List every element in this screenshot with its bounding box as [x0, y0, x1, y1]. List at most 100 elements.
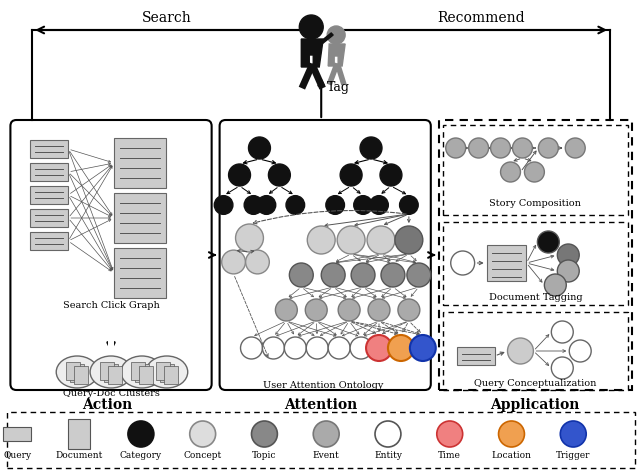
- Circle shape: [268, 164, 291, 186]
- Circle shape: [565, 138, 585, 158]
- Circle shape: [407, 263, 431, 287]
- Bar: [66, 362, 80, 380]
- Circle shape: [305, 299, 327, 321]
- Text: Recommend: Recommend: [436, 11, 524, 25]
- Circle shape: [360, 137, 382, 159]
- Circle shape: [350, 337, 372, 359]
- Circle shape: [538, 231, 559, 253]
- Circle shape: [221, 250, 245, 274]
- Bar: [164, 366, 178, 384]
- Circle shape: [551, 357, 573, 379]
- Text: Document Tagging: Document Tagging: [488, 294, 582, 303]
- Circle shape: [513, 138, 532, 158]
- Text: Search Click Graph: Search Click Graph: [63, 301, 159, 310]
- Text: Entity: Entity: [374, 450, 402, 460]
- Circle shape: [557, 260, 579, 282]
- Circle shape: [246, 250, 269, 274]
- Polygon shape: [301, 39, 323, 67]
- Circle shape: [228, 164, 250, 186]
- Circle shape: [557, 244, 579, 266]
- Circle shape: [354, 196, 372, 214]
- Bar: [108, 366, 122, 384]
- Circle shape: [337, 226, 365, 254]
- Text: Tag: Tag: [326, 82, 349, 94]
- Polygon shape: [328, 44, 345, 66]
- Bar: [443, 312, 628, 390]
- Bar: [104, 364, 118, 382]
- Text: Event: Event: [313, 450, 340, 460]
- Circle shape: [399, 196, 418, 214]
- Text: User Attention Ontology: User Attention Ontology: [263, 380, 383, 389]
- Circle shape: [491, 138, 511, 158]
- Circle shape: [286, 196, 305, 214]
- Bar: [70, 364, 84, 382]
- Bar: [443, 125, 628, 215]
- Text: Query Conceptualization: Query Conceptualization: [474, 379, 596, 388]
- Circle shape: [262, 337, 284, 359]
- Circle shape: [284, 337, 307, 359]
- Circle shape: [244, 196, 263, 214]
- Text: Topic: Topic: [252, 450, 276, 460]
- Circle shape: [338, 299, 360, 321]
- Circle shape: [257, 196, 276, 214]
- Circle shape: [367, 226, 395, 254]
- Circle shape: [289, 263, 313, 287]
- Circle shape: [388, 335, 414, 361]
- Bar: [131, 362, 145, 380]
- Ellipse shape: [121, 356, 163, 388]
- Bar: [114, 193, 166, 243]
- Bar: [135, 364, 149, 382]
- Bar: [74, 366, 88, 384]
- Circle shape: [300, 15, 323, 39]
- Text: Location: Location: [492, 450, 531, 460]
- Bar: [457, 347, 495, 365]
- Circle shape: [327, 26, 345, 44]
- Circle shape: [398, 299, 420, 321]
- Bar: [30, 209, 68, 227]
- Text: Search: Search: [142, 11, 192, 25]
- Ellipse shape: [146, 356, 188, 388]
- Bar: [3, 427, 31, 441]
- Circle shape: [380, 164, 402, 186]
- Polygon shape: [321, 33, 333, 43]
- Circle shape: [275, 299, 298, 321]
- Circle shape: [500, 162, 520, 182]
- Circle shape: [307, 226, 335, 254]
- Circle shape: [189, 421, 216, 447]
- Text: Story Composition: Story Composition: [490, 199, 581, 208]
- Bar: [443, 222, 628, 305]
- Bar: [30, 186, 68, 204]
- Circle shape: [366, 335, 392, 361]
- Circle shape: [307, 337, 328, 359]
- Bar: [68, 419, 90, 449]
- Circle shape: [551, 321, 573, 343]
- Circle shape: [545, 274, 566, 296]
- Circle shape: [313, 421, 339, 447]
- Circle shape: [381, 263, 405, 287]
- Text: Trigger: Trigger: [556, 450, 591, 460]
- Text: Category: Category: [120, 450, 162, 460]
- Circle shape: [370, 196, 388, 214]
- Circle shape: [499, 421, 524, 447]
- Circle shape: [508, 338, 533, 364]
- Circle shape: [236, 224, 264, 252]
- Bar: [139, 366, 153, 384]
- Circle shape: [538, 138, 558, 158]
- Bar: [114, 248, 166, 298]
- Bar: [156, 362, 170, 380]
- Bar: [439, 120, 632, 390]
- Text: Action: Action: [83, 398, 132, 412]
- Circle shape: [128, 421, 154, 447]
- Text: Concept: Concept: [184, 450, 222, 460]
- Circle shape: [560, 421, 586, 447]
- Bar: [30, 163, 68, 181]
- Circle shape: [252, 421, 277, 447]
- Ellipse shape: [56, 356, 98, 388]
- Text: Attention: Attention: [285, 398, 358, 412]
- Circle shape: [395, 226, 423, 254]
- Circle shape: [214, 196, 233, 214]
- Circle shape: [445, 138, 466, 158]
- Circle shape: [328, 337, 350, 359]
- Text: Document: Document: [56, 450, 103, 460]
- Circle shape: [340, 164, 362, 186]
